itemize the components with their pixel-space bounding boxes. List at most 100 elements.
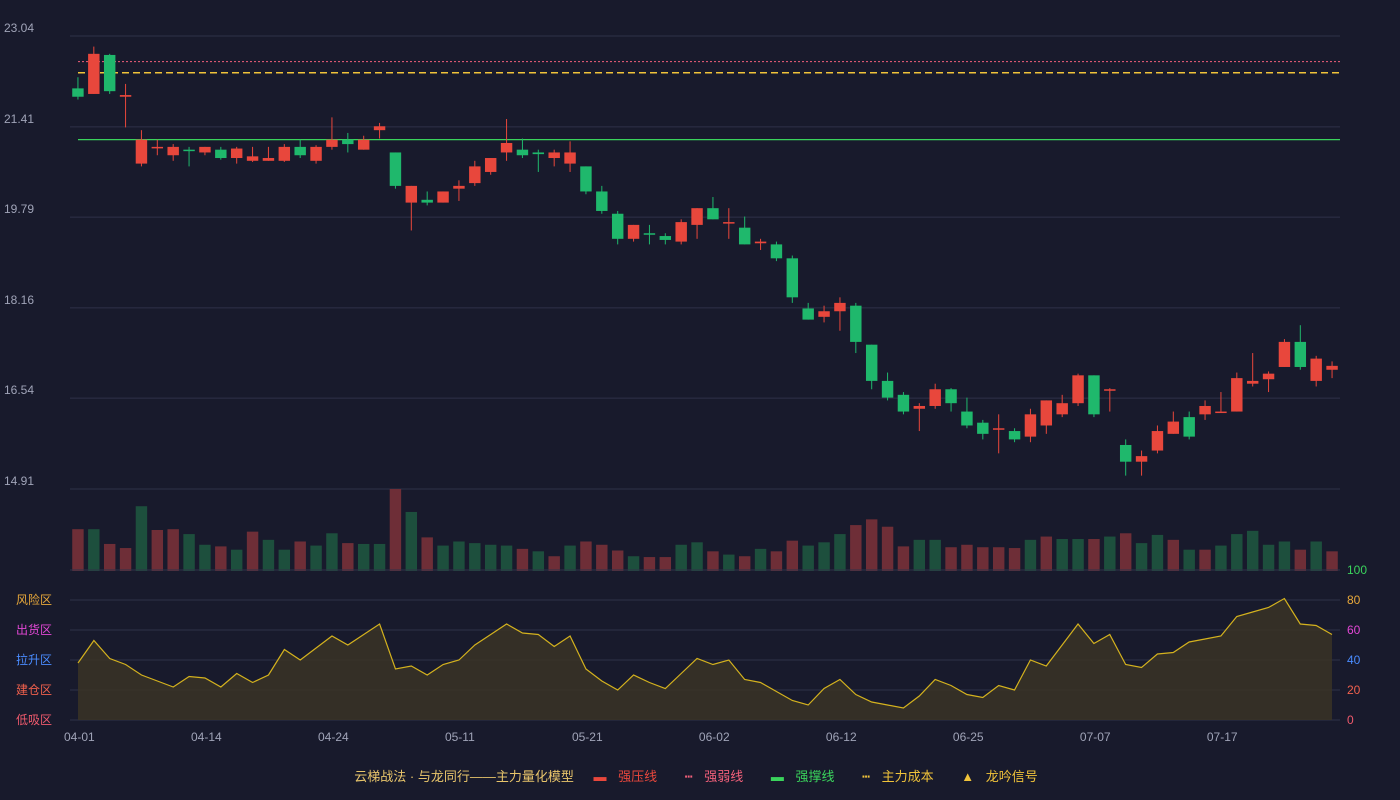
x-tick-label: 05-21 [572, 730, 603, 744]
candle-body [167, 146, 179, 156]
volume-bar [167, 529, 179, 571]
indicator-line [77, 597, 1333, 709]
candle-body [564, 152, 576, 164]
volume-bar [707, 551, 719, 571]
volume-bar [564, 545, 576, 571]
candle-body [230, 148, 243, 159]
volume-bar [1167, 539, 1180, 571]
volume-bar [1040, 536, 1053, 571]
candle-body [72, 88, 84, 97]
candle-body [1262, 373, 1275, 380]
candle-body [723, 222, 735, 224]
volume-bar [1056, 539, 1068, 571]
volume-bar [770, 551, 783, 571]
candle-body [1183, 417, 1195, 437]
volume-bar [88, 529, 100, 571]
volume-bar [516, 548, 529, 571]
candle-body [675, 222, 687, 242]
candle-body [1135, 456, 1148, 462]
zone-label: 建仓区 [16, 683, 52, 697]
volume-bar [135, 506, 148, 571]
volume-bar [992, 547, 1005, 571]
x-tick-label: 05-11 [445, 730, 475, 744]
volume-bar [151, 530, 164, 571]
legend-weak-resistance: ┅ 强弱线 [684, 769, 744, 784]
price-tick-label: 16.54 [4, 383, 34, 397]
volume-bar [437, 545, 449, 571]
candle-body [294, 146, 306, 156]
candle-body [977, 422, 989, 434]
volume-bar [802, 545, 814, 571]
volume-bar [119, 548, 132, 571]
candle-body [596, 191, 608, 211]
candle-body [913, 405, 926, 409]
volume-bar [373, 543, 386, 571]
volume-bar [1024, 539, 1037, 571]
candle-body [532, 152, 545, 155]
candle-body [961, 411, 973, 426]
candle-body [611, 213, 624, 239]
volume-bar [421, 537, 433, 571]
candle-body [437, 191, 449, 203]
volume-bar [326, 533, 338, 571]
volume-bar [1246, 530, 1259, 571]
candle-body [500, 142, 513, 153]
price-tick-label: 14.91 [4, 474, 34, 488]
volume-bar [1135, 543, 1148, 571]
volume-bar [278, 549, 291, 571]
volume-bar [675, 544, 687, 571]
volume-bar [72, 529, 84, 571]
candle-body [802, 308, 814, 320]
volume-bar [897, 546, 910, 571]
volume-bar [850, 525, 862, 571]
indicator-tick-label: 20 [1347, 683, 1361, 697]
volume-bar [1215, 545, 1227, 571]
volume-bar [1119, 533, 1132, 571]
volume-bar [961, 544, 973, 571]
zone-label: 拉升区 [16, 652, 52, 667]
price-tick-label: 19.79 [4, 202, 34, 216]
volume-bar [627, 556, 640, 571]
volume-bar [691, 542, 703, 571]
volume-bar [611, 550, 624, 571]
zone-label: 低吸区 [16, 713, 52, 727]
legend-main-cost: ┅ 主力成本 [862, 769, 934, 784]
volume-bar [389, 489, 402, 571]
volume-bar [246, 531, 259, 571]
volume-bar [723, 554, 735, 571]
candle-body [484, 158, 497, 172]
x-tick-label: 06-12 [826, 730, 857, 744]
candle-body [119, 95, 132, 97]
candle-body [834, 302, 846, 312]
volume-bar [215, 546, 227, 571]
candle-body [215, 149, 227, 159]
volume-bar [1326, 551, 1338, 571]
candle-body [357, 139, 370, 150]
volume-bar [1104, 536, 1116, 571]
indicator-tick-label: 80 [1347, 593, 1361, 607]
indicator-tick-label: 40 [1347, 653, 1361, 667]
volume-bar [596, 544, 608, 571]
candle-body [453, 185, 465, 189]
candle-body [389, 152, 402, 186]
zone-label: 风险区 [16, 592, 52, 607]
volume-bar [1278, 541, 1291, 571]
indicator-tick-label: 0 [1347, 713, 1354, 727]
candle-body [1231, 378, 1243, 412]
x-tick-label: 06-25 [953, 730, 984, 744]
candle-body [1215, 411, 1227, 414]
volume-bar [262, 539, 275, 571]
volume-bar [1183, 549, 1195, 571]
volume-bar [469, 543, 481, 571]
candle-body [103, 54, 116, 92]
candle-body [1294, 341, 1307, 367]
candle-body [992, 428, 1005, 430]
x-tick-label: 06-02 [699, 730, 730, 744]
x-tick-label: 07-07 [1080, 730, 1111, 744]
candle-body [850, 305, 862, 342]
candle-body [945, 389, 957, 404]
volume-bar [342, 543, 354, 571]
indicator-tick-label: 100 [1347, 563, 1367, 577]
candle-body [929, 389, 941, 406]
